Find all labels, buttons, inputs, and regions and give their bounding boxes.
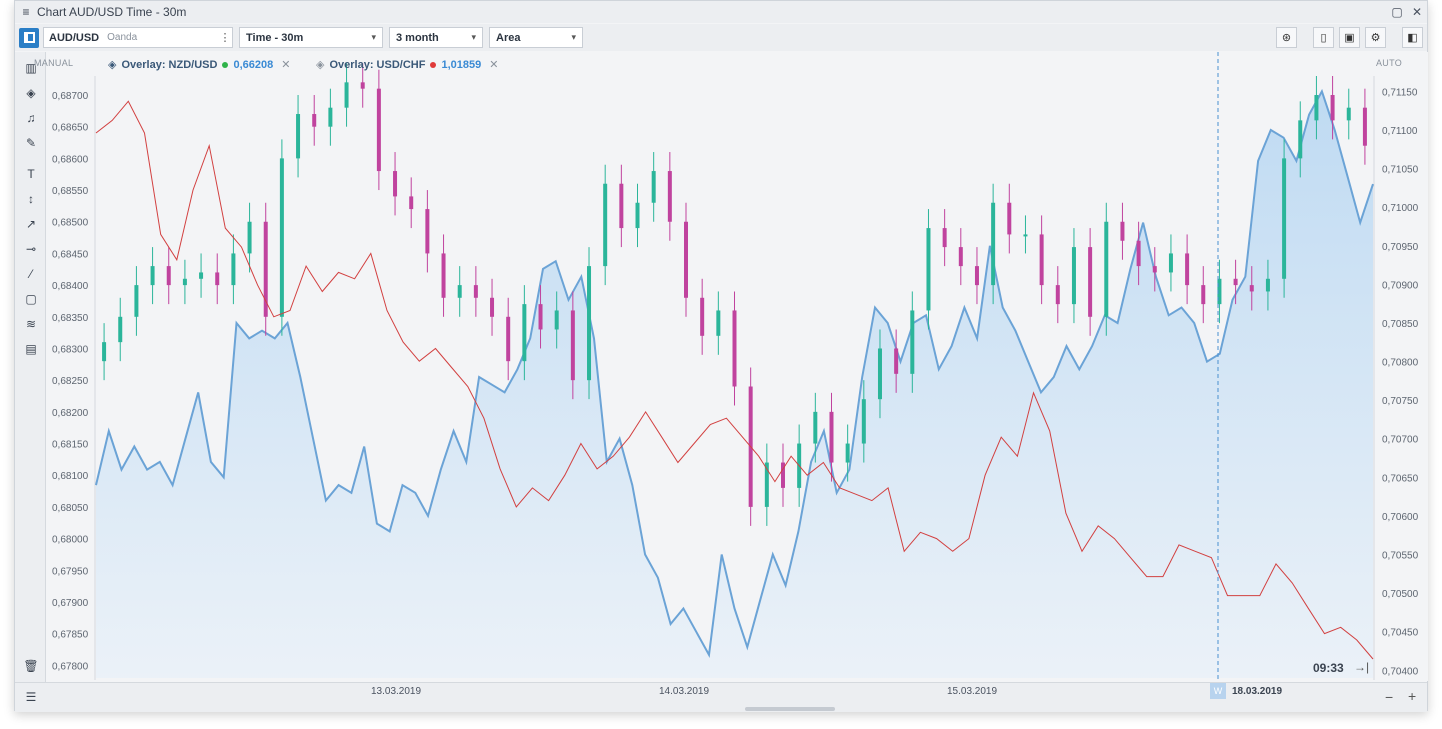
drawings-list-icon[interactable]: ▤ xyxy=(25,342,37,356)
trash-icon[interactable]: 🗑 xyxy=(23,659,39,673)
arrow-tool-icon[interactable]: ↗ xyxy=(25,217,37,231)
pencil-icon[interactable]: ✎ xyxy=(25,136,37,150)
chevron-down-icon: ▾ xyxy=(571,32,576,42)
chart-plot-area[interactable] xyxy=(47,52,1428,681)
chart-window: ≡ Chart AUD/USD Time - 30m ▢ ✕ AUD/USD O… xyxy=(14,0,1428,712)
zoom-in-icon[interactable]: + xyxy=(1408,688,1417,704)
drawing-toolbar: ▥ ◈ ♫ ✎ T ↕ ↗ ⊸ ⁄ ▢ ≋ ▤ 🗑 xyxy=(15,52,46,712)
overlay-nzdusd-legend[interactable]: ◈ Overlay: NZD/USD 0,66208 ✕ xyxy=(108,58,291,72)
horizontal-line-icon[interactable]: ⊸ xyxy=(25,242,37,256)
chevron-down-icon: ▾ xyxy=(471,32,476,42)
alert-bell-icon[interactable]: ♫ xyxy=(26,111,36,125)
manual-scale-label[interactable]: MANUAL xyxy=(34,58,74,68)
more-options-icon[interactable]: ⋮ xyxy=(219,32,231,44)
layout-toggle-button[interactable] xyxy=(19,27,39,48)
overlay-name: Overlay: USD/CHF xyxy=(329,58,426,71)
layers-icon: ◈ xyxy=(316,59,325,71)
symbol-selector[interactable]: AUD/USD Oanda ⋮ xyxy=(43,27,233,48)
time-axis-bar: ☰ − + xyxy=(15,682,1427,712)
panel-icon[interactable]: ◧ xyxy=(1402,27,1423,48)
overlay-name: Overlay: NZD/USD xyxy=(121,58,218,71)
chevron-down-icon: ▾ xyxy=(371,32,376,42)
indicators-icon[interactable]: ▥ xyxy=(25,61,37,75)
fibonacci-icon[interactable]: ≋ xyxy=(25,317,37,331)
layers-icon[interactable]: ◈ xyxy=(26,86,36,100)
gear-icon[interactable]: ⚙ xyxy=(1365,27,1386,48)
chart-type-value: Area xyxy=(496,31,521,44)
overlay-value: 1,01859 xyxy=(441,58,482,71)
text-tool-icon[interactable]: T xyxy=(27,167,35,181)
close-icon[interactable]: ✕ xyxy=(1411,5,1423,19)
hamburger-icon[interactable]: ≡ xyxy=(22,5,30,19)
range-dropdown[interactable]: 3 month ▾ xyxy=(389,27,483,48)
template-icon[interactable]: ▣ xyxy=(1339,27,1360,48)
time-scrollbar[interactable] xyxy=(745,707,835,711)
layers-icon: ◈ xyxy=(108,59,117,71)
timeframe-dropdown[interactable]: Time - 30m ▾ xyxy=(239,27,383,48)
list-icon[interactable]: ☰ xyxy=(25,690,37,704)
symbol-source: Oanda xyxy=(107,32,138,43)
remove-overlay-icon[interactable]: ✕ xyxy=(489,59,499,71)
window-title: Chart AUD/USD Time - 30m xyxy=(37,5,187,19)
overlay-value: 0,66208 xyxy=(233,58,274,71)
date-label: 13.03.2019 xyxy=(371,686,422,697)
remove-overlay-icon[interactable]: ✕ xyxy=(281,59,291,71)
status-dot xyxy=(222,61,229,68)
rectangle-tool-icon[interactable]: ▢ xyxy=(25,292,37,306)
trendline-icon[interactable]: ⁄ xyxy=(29,267,32,281)
date-label: 18.03.2019 xyxy=(1232,686,1283,697)
date-label: 14.03.2019 xyxy=(659,686,710,697)
title-bar: ≡ Chart AUD/USD Time - 30m ▢ ✕ xyxy=(15,1,1427,23)
vertical-line-icon[interactable]: ↕ xyxy=(28,192,34,206)
current-time-label: 09:33 xyxy=(1313,661,1344,675)
analysis-icon[interactable]: ⊛ xyxy=(1276,27,1297,48)
chart-toolbar: AUD/USD Oanda ⋮ Time - 30m ▾ 3 month ▾ A… xyxy=(15,24,1427,51)
maximize-icon[interactable]: ▢ xyxy=(1391,5,1403,19)
status-dot xyxy=(430,61,437,68)
scroll-to-end-icon[interactable]: →| xyxy=(1354,660,1370,674)
range-value: 3 month xyxy=(396,31,439,44)
week-badge: W xyxy=(1210,683,1226,699)
zoom-out-icon[interactable]: − xyxy=(1385,689,1394,705)
chart-type-dropdown[interactable]: Area ▾ xyxy=(489,27,583,48)
overlay-usdchf-legend[interactable]: ◈ Overlay: USD/CHF 1,01859 ✕ xyxy=(316,58,499,72)
date-label: 15.03.2019 xyxy=(947,686,998,697)
symbol-name: AUD/USD xyxy=(49,31,100,44)
mouse-icon[interactable]: ▯ xyxy=(1313,27,1334,48)
auto-scale-label[interactable]: AUTO xyxy=(1376,58,1403,68)
timeframe-value: Time - 30m xyxy=(246,31,304,44)
